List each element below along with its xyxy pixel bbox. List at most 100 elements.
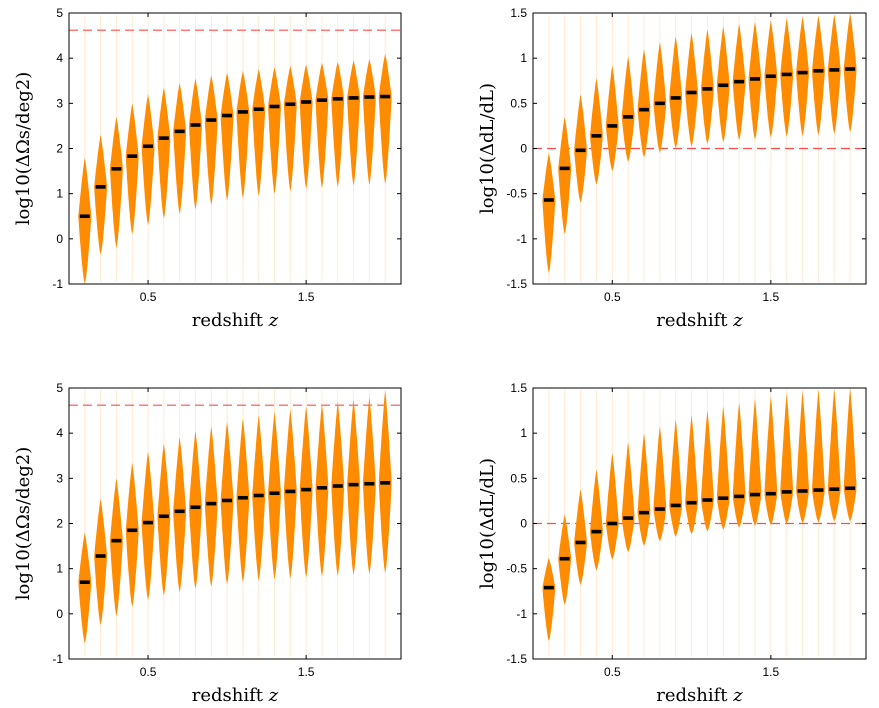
- violin-z-0.8: [189, 78, 202, 210]
- panel-bottom-left: -1 0 1 2 3 4 5 0.5 1.5 redshift z log10(ΔΩs/deg2): [13, 381, 402, 706]
- violin-z-1.3: [732, 402, 746, 528]
- violin-z-0.7: [637, 433, 651, 547]
- median-marker: [269, 104, 280, 109]
- y-tick-label: 0: [520, 517, 527, 531]
- median-marker: [253, 493, 264, 498]
- median-marker: [348, 96, 359, 100]
- x-tick-label: 0.5: [604, 665, 621, 679]
- plot-area: [69, 15, 401, 284]
- median-marker: [765, 491, 776, 496]
- violin-z-1.5: [764, 396, 778, 526]
- median-marker: [380, 481, 391, 485]
- x-tick-label: 0.5: [604, 290, 621, 304]
- violin-z-1.8: [812, 15, 825, 136]
- violin-z-0.3: [110, 116, 123, 248]
- panel-bottom-right: -1.5 -1 -0.5 0 0.5 1 1.5 0.5 1.5 redshift z log10(…: [477, 381, 867, 706]
- median-marker: [127, 528, 138, 533]
- y-tick-label: 0.5: [510, 96, 527, 110]
- y-tick-label: -0.5: [506, 187, 527, 201]
- violin-z-0.8: [189, 430, 202, 589]
- median-marker: [285, 102, 296, 107]
- median-marker: [639, 510, 649, 515]
- median-marker: [174, 509, 185, 514]
- median-marker: [750, 492, 760, 497]
- panel-top-left: -1 0 1 2 3 4 5 0.5 1.5 redshift z log10(ΔΩs/deg2): [13, 6, 402, 331]
- violin-z-0.1: [542, 557, 556, 641]
- violin-z-2: [378, 53, 392, 184]
- median-marker: [380, 94, 391, 99]
- violin-z-1.6: [315, 403, 329, 577]
- median-marker: [285, 489, 296, 494]
- median-marker: [143, 520, 154, 525]
- violin-z-0.4: [590, 78, 603, 185]
- median-marker: [845, 486, 856, 491]
- y-tick-label: 1.5: [510, 381, 527, 395]
- violin-z-1.1: [236, 418, 250, 583]
- violin-z-1.2: [252, 415, 266, 581]
- median-marker: [95, 185, 106, 189]
- y-tick-label: 3: [56, 471, 63, 485]
- violin-z-1.1: [236, 70, 250, 199]
- violin-z-1.5: [299, 406, 313, 578]
- median-marker: [190, 505, 201, 510]
- median-marker: [158, 514, 169, 519]
- y-tick-label: 2: [56, 142, 63, 156]
- y-tick-label: 3: [56, 96, 63, 110]
- x-tick-label: 1.5: [763, 290, 780, 304]
- y-tick-label: -1.5: [506, 277, 527, 291]
- panel-top-right: -1.5 -1 -0.5 0 0.5 1 1.5 0.5 1.5 redshift z log10(…: [477, 6, 867, 331]
- median-marker: [111, 167, 122, 171]
- violin-z-0.9: [204, 75, 218, 205]
- median-marker: [686, 90, 697, 95]
- y-tick-label: 1: [520, 426, 527, 440]
- median-marker: [734, 79, 745, 84]
- violin-z-0.5: [605, 65, 619, 172]
- median-marker: [781, 72, 792, 77]
- violin-z-0.6: [621, 442, 635, 553]
- violin-z-1: [220, 72, 234, 201]
- violin-z-0.5: [141, 94, 155, 226]
- violin-z-2: [843, 13, 857, 133]
- violin-z-1.1: [701, 410, 714, 532]
- y-tick-label: 4: [56, 426, 63, 440]
- median-marker: [332, 484, 343, 488]
- median-marker: [670, 96, 681, 100]
- violin-z-0.9: [669, 36, 683, 149]
- violin-z-0.1: [78, 157, 92, 284]
- violin-z-0.4: [590, 469, 603, 571]
- violin-z-0.6: [157, 87, 171, 219]
- median-marker: [559, 166, 570, 171]
- y-axis-label: log10(ΔΩs/deg2): [13, 72, 34, 225]
- y-axis-label: log10(ΔΩs/deg2): [13, 447, 34, 600]
- median-marker: [702, 498, 713, 502]
- violin-z-0.9: [204, 426, 218, 587]
- median-marker: [623, 516, 634, 520]
- plot-area: [69, 390, 401, 657]
- y-tick-label: 0: [520, 142, 527, 156]
- y-tick-label: 5: [56, 6, 63, 20]
- x-tick-label: 1.5: [763, 665, 780, 679]
- violin-z-0.1: [78, 532, 92, 644]
- median-marker: [559, 556, 570, 561]
- median-marker: [829, 487, 840, 491]
- violin-z-1.1: [701, 29, 714, 144]
- violin-z-1.4: [283, 65, 297, 192]
- median-marker: [348, 482, 359, 487]
- y-tick-label: 1: [56, 187, 63, 201]
- median-marker: [797, 70, 808, 75]
- median-marker: [316, 98, 327, 102]
- y-tick-label: 0: [56, 607, 63, 621]
- median-marker: [591, 529, 602, 534]
- violin-z-1.8: [347, 60, 361, 186]
- violin-z-0.5: [141, 451, 155, 601]
- violin-z-1.4: [284, 409, 297, 579]
- y-tick-label: 0.5: [510, 471, 527, 485]
- median-marker: [718, 83, 729, 88]
- median-marker: [111, 538, 122, 543]
- violin-z-0.5: [605, 453, 619, 560]
- median-marker: [174, 129, 185, 134]
- x-axis-label: redshift z: [192, 685, 279, 706]
- median-marker: [190, 123, 201, 127]
- violin-z-0.9: [669, 419, 683, 537]
- median-marker: [332, 97, 343, 101]
